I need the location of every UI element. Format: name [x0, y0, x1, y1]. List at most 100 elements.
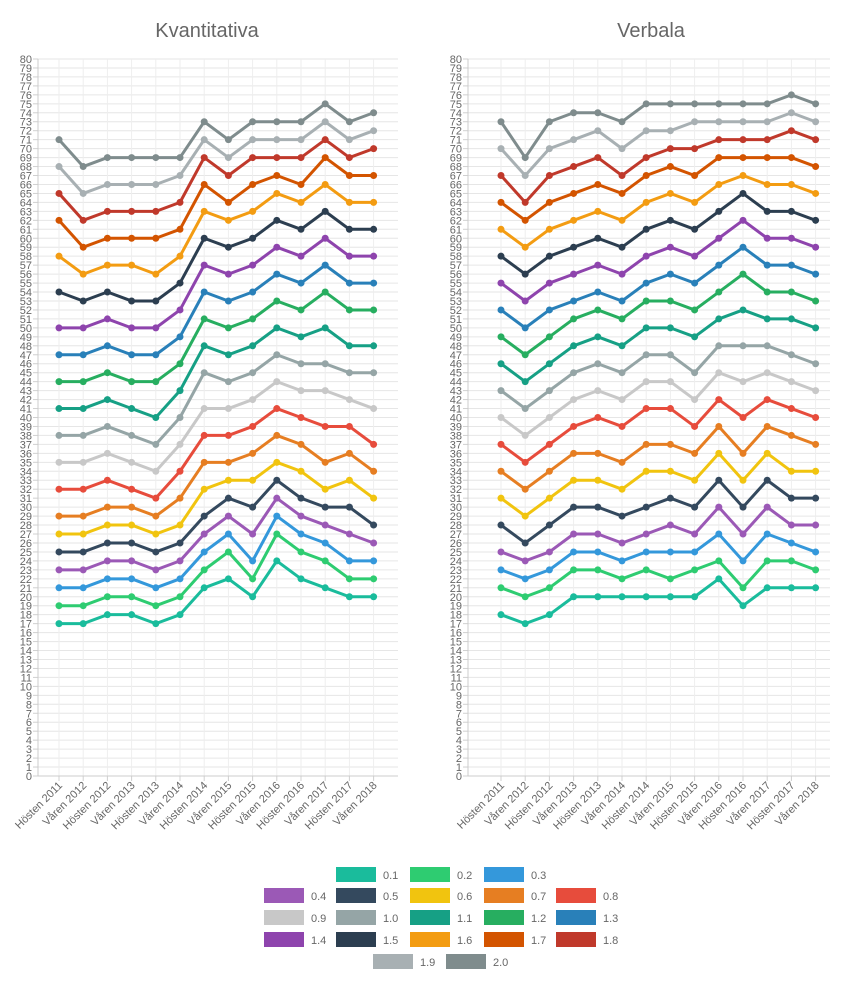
data-point[interactable] — [570, 315, 578, 323]
data-point[interactable] — [224, 243, 232, 251]
data-point[interactable] — [273, 270, 281, 278]
data-point[interactable] — [739, 100, 747, 108]
data-point[interactable] — [297, 548, 305, 556]
data-point[interactable] — [273, 476, 281, 484]
data-point[interactable] — [128, 611, 136, 619]
data-point[interactable] — [370, 198, 378, 206]
data-point[interactable] — [715, 476, 723, 484]
data-point[interactable] — [249, 449, 257, 457]
data-point[interactable] — [224, 378, 232, 386]
data-point[interactable] — [321, 288, 329, 296]
data-point[interactable] — [176, 494, 184, 502]
data-point[interactable] — [642, 127, 650, 135]
data-point[interactable] — [224, 530, 232, 538]
data-point[interactable] — [642, 503, 650, 511]
data-point[interactable] — [691, 145, 699, 153]
data-point[interactable] — [200, 118, 208, 126]
data-point[interactable] — [521, 297, 529, 305]
data-point[interactable] — [715, 503, 723, 511]
data-point[interactable] — [370, 440, 378, 448]
legend-item[interactable]: 0.8 — [556, 888, 618, 903]
data-point[interactable] — [666, 163, 674, 171]
data-point[interactable] — [521, 270, 529, 278]
legend-item[interactable]: 0.5 — [336, 888, 398, 903]
data-point[interactable] — [249, 369, 257, 377]
data-point[interactable] — [691, 593, 699, 601]
data-point[interactable] — [618, 297, 626, 305]
data-point[interactable] — [297, 180, 305, 188]
data-point[interactable] — [618, 342, 626, 350]
data-point[interactable] — [79, 548, 87, 556]
data-point[interactable] — [497, 521, 505, 529]
data-point[interactable] — [345, 306, 353, 314]
data-point[interactable] — [618, 485, 626, 493]
data-point[interactable] — [642, 279, 650, 287]
data-point[interactable] — [812, 494, 820, 502]
data-point[interactable] — [249, 476, 257, 484]
data-point[interactable] — [497, 225, 505, 233]
data-point[interactable] — [249, 575, 257, 583]
data-point[interactable] — [521, 557, 529, 565]
data-point[interactable] — [345, 279, 353, 287]
data-point[interactable] — [521, 198, 529, 206]
data-point[interactable] — [570, 369, 578, 377]
data-point[interactable] — [224, 494, 232, 502]
data-point[interactable] — [763, 557, 771, 565]
data-point[interactable] — [594, 154, 602, 162]
data-point[interactable] — [273, 351, 281, 359]
data-point[interactable] — [200, 458, 208, 466]
data-point[interactable] — [297, 467, 305, 475]
data-point[interactable] — [545, 118, 553, 126]
data-point[interactable] — [739, 584, 747, 592]
data-point[interactable] — [545, 145, 553, 153]
data-point[interactable] — [497, 566, 505, 574]
data-point[interactable] — [666, 378, 674, 386]
data-point[interactable] — [200, 584, 208, 592]
data-point[interactable] — [176, 333, 184, 341]
data-point[interactable] — [152, 566, 160, 574]
data-point[interactable] — [370, 145, 378, 153]
data-point[interactable] — [128, 539, 136, 547]
data-point[interactable] — [224, 575, 232, 583]
legend-item[interactable]: 1.8 — [556, 932, 618, 947]
data-point[interactable] — [176, 360, 184, 368]
data-point[interactable] — [763, 476, 771, 484]
data-point[interactable] — [55, 548, 63, 556]
data-point[interactable] — [691, 503, 699, 511]
data-point[interactable] — [55, 602, 63, 610]
data-point[interactable] — [273, 494, 281, 502]
data-point[interactable] — [200, 566, 208, 574]
data-point[interactable] — [55, 378, 63, 386]
data-point[interactable] — [594, 530, 602, 538]
data-point[interactable] — [739, 342, 747, 350]
data-point[interactable] — [200, 207, 208, 215]
data-point[interactable] — [55, 324, 63, 332]
data-point[interactable] — [618, 458, 626, 466]
data-point[interactable] — [763, 584, 771, 592]
data-point[interactable] — [224, 324, 232, 332]
data-point[interactable] — [666, 440, 674, 448]
data-point[interactable] — [521, 405, 529, 413]
data-point[interactable] — [200, 485, 208, 493]
data-point[interactable] — [691, 396, 699, 404]
data-point[interactable] — [249, 342, 257, 350]
data-point[interactable] — [618, 593, 626, 601]
data-point[interactable] — [497, 387, 505, 395]
data-point[interactable] — [594, 288, 602, 296]
data-point[interactable] — [321, 584, 329, 592]
data-point[interactable] — [691, 198, 699, 206]
data-point[interactable] — [200, 369, 208, 377]
data-point[interactable] — [273, 297, 281, 305]
data-point[interactable] — [370, 306, 378, 314]
data-point[interactable] — [666, 351, 674, 359]
data-point[interactable] — [739, 378, 747, 386]
data-point[interactable] — [594, 449, 602, 457]
data-point[interactable] — [739, 306, 747, 314]
data-point[interactable] — [321, 422, 329, 430]
data-point[interactable] — [345, 154, 353, 162]
data-point[interactable] — [224, 216, 232, 224]
data-point[interactable] — [594, 180, 602, 188]
data-point[interactable] — [200, 180, 208, 188]
data-point[interactable] — [594, 566, 602, 574]
data-point[interactable] — [618, 118, 626, 126]
